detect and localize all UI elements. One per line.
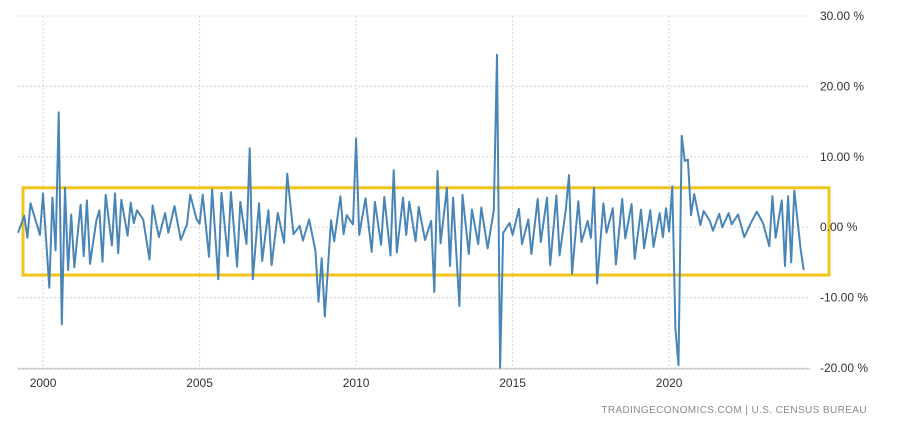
highlight-box xyxy=(21,186,831,277)
y-tick-label: -20.00 % xyxy=(820,361,868,375)
x-tick-label: 2015 xyxy=(499,376,526,390)
axis-layer: 30.00 % 20.00 % 10.00 % 0.00 % -10.00 % -20.0… xyxy=(18,9,868,390)
series-line xyxy=(17,53,805,369)
series-layer xyxy=(17,53,805,369)
y-tick-label: -10.00 % xyxy=(820,291,868,305)
y-tick-label: 30.00 % xyxy=(820,9,864,23)
x-tick-label: 2010 xyxy=(343,376,370,390)
y-tick-label: 10.00 % xyxy=(820,150,864,164)
grid-lines xyxy=(18,15,810,369)
highlight-box-layer xyxy=(21,186,831,277)
y-tick-label: 20.00 % xyxy=(820,79,864,93)
y-tick-label: 0.00 % xyxy=(820,220,858,234)
source-credit: TRADINGECONOMICS.COM | U.S. CENSUS BUREA… xyxy=(601,405,867,416)
x-tick-label: 2005 xyxy=(186,376,213,390)
x-tick-label: 2020 xyxy=(656,376,683,390)
x-tick-label: 2000 xyxy=(30,376,57,390)
